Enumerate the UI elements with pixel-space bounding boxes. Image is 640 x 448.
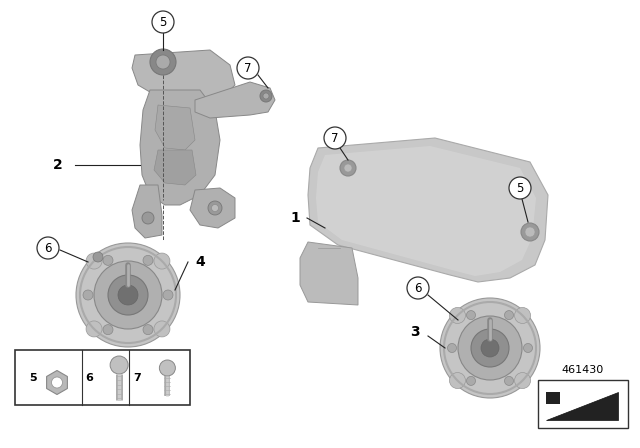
Text: 6: 6 [86,372,93,383]
Circle shape [108,275,148,315]
Circle shape [83,290,93,300]
Polygon shape [140,90,220,205]
Circle shape [118,285,138,305]
Text: 5: 5 [29,372,37,383]
Polygon shape [132,185,162,238]
Circle shape [86,321,102,337]
Polygon shape [195,82,275,118]
Circle shape [143,325,153,335]
Circle shape [504,376,513,385]
Circle shape [154,321,170,337]
Circle shape [163,290,173,300]
Text: 5: 5 [516,181,524,194]
Polygon shape [190,188,235,228]
Circle shape [471,329,509,367]
Circle shape [263,93,269,99]
Circle shape [211,204,218,211]
Circle shape [154,253,170,269]
Circle shape [344,164,352,172]
Polygon shape [316,146,536,276]
Circle shape [51,377,63,388]
Circle shape [504,310,513,319]
Text: 3: 3 [410,325,420,339]
Circle shape [143,255,153,265]
Circle shape [467,376,476,385]
Text: 6: 6 [414,281,422,294]
Circle shape [525,227,535,237]
Circle shape [467,310,476,319]
Text: 4: 4 [195,255,205,269]
Bar [15,350,190,405]
Circle shape [449,373,465,388]
Polygon shape [300,242,358,305]
Circle shape [94,261,162,329]
Circle shape [340,160,356,176]
Polygon shape [132,50,235,100]
Circle shape [449,307,465,323]
Circle shape [515,307,531,323]
Circle shape [86,253,102,269]
Polygon shape [546,392,618,420]
Circle shape [150,49,176,75]
Circle shape [152,11,174,33]
Circle shape [324,127,346,149]
Text: 5: 5 [159,16,166,29]
Polygon shape [308,138,548,282]
Polygon shape [154,150,196,185]
Circle shape [110,356,128,374]
Text: 461430: 461430 [562,365,604,375]
Circle shape [447,344,456,353]
Circle shape [440,298,540,398]
Circle shape [458,316,522,380]
Circle shape [524,344,532,353]
Text: 1: 1 [290,211,300,225]
Circle shape [103,325,113,335]
Circle shape [407,277,429,299]
Text: 7: 7 [244,61,252,74]
Circle shape [260,90,272,102]
Circle shape [515,373,531,388]
Circle shape [237,57,259,79]
Circle shape [159,360,175,376]
Circle shape [481,339,499,357]
Circle shape [142,212,154,224]
Circle shape [156,55,170,69]
Circle shape [103,255,113,265]
Bar [546,392,560,404]
Circle shape [208,201,222,215]
Circle shape [76,243,180,347]
Bar [538,380,628,428]
Polygon shape [155,105,195,150]
Circle shape [37,237,59,259]
Circle shape [93,252,103,262]
Text: 7: 7 [332,132,339,145]
Text: 6: 6 [44,241,52,254]
Circle shape [521,223,539,241]
Text: 2: 2 [53,158,63,172]
Text: 7: 7 [133,372,141,383]
Circle shape [509,177,531,199]
